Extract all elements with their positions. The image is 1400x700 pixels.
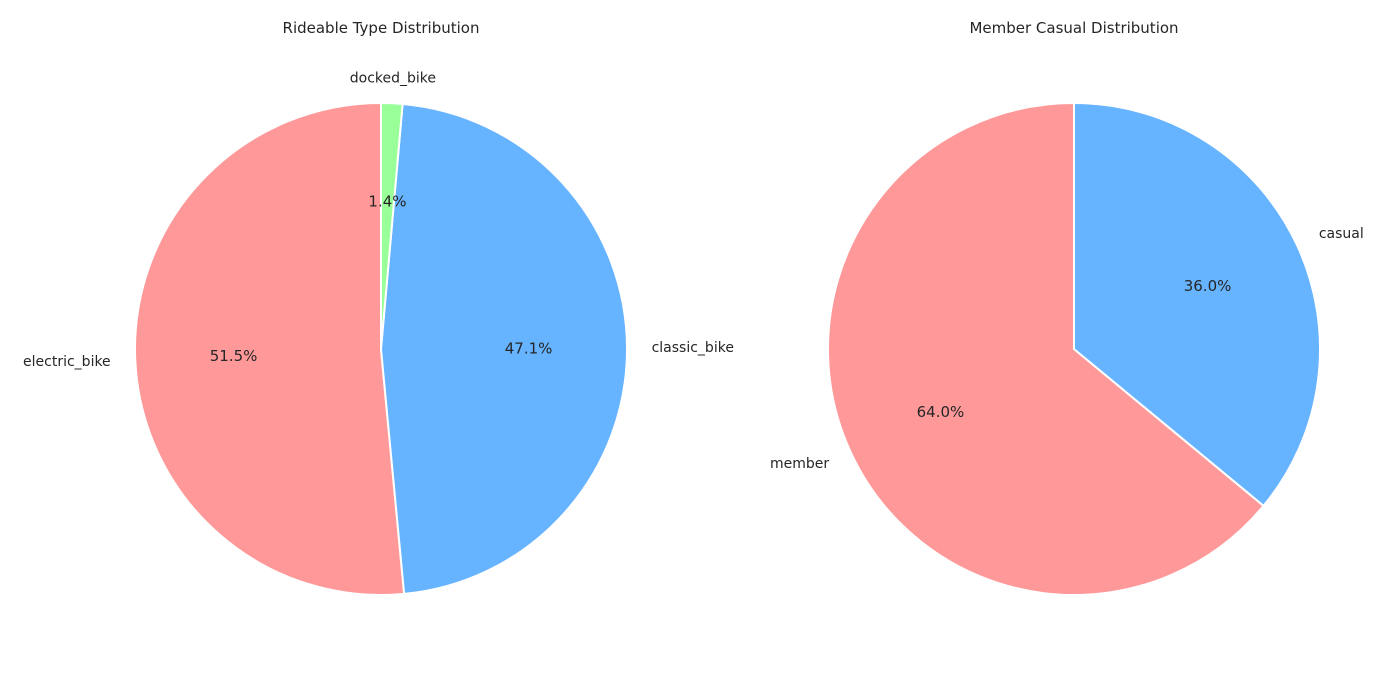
slice-label-docked-bike: docked_bike [350,71,436,87]
pie-slice-classic-bike [379,102,629,596]
pie-labels: 64.0% member 36.0% casual [770,226,1364,472]
slice-label-casual: casual [1319,226,1364,242]
chart-title-member-casual: Member Casual Distribution [969,19,1178,37]
pie-slices [827,101,1322,596]
member-casual-pie-chart: Member Casual Distribution 64.0% member 36… [770,19,1364,596]
pie-slice-member [827,101,1265,596]
pct-label-member: 64.0% [917,403,965,421]
slice-label-member: member [770,456,829,472]
pie-labels: 51.5% electric_bike 47.1% classic_bike 1.4% d… [23,71,734,370]
pie-slice-casual [1073,101,1322,508]
pct-label-electric-bike: 51.5% [210,347,258,365]
pie-slice-docked-bike [380,101,404,350]
pie-slices [134,101,629,596]
pct-label-casual: 36.0% [1184,277,1232,295]
pie-slice-electric-bike [134,101,406,596]
chart-title-rideable-type: Rideable Type Distribution [283,19,480,37]
rideable-type-pie-chart: Rideable Type Distribution 51.5% electric… [23,19,734,596]
slice-label-classic-bike: classic_bike [652,340,734,356]
pct-label-docked-bike: 1.4% [368,193,406,211]
pct-label-classic-bike: 47.1% [505,340,553,358]
slice-label-electric-bike: electric_bike [23,354,111,370]
